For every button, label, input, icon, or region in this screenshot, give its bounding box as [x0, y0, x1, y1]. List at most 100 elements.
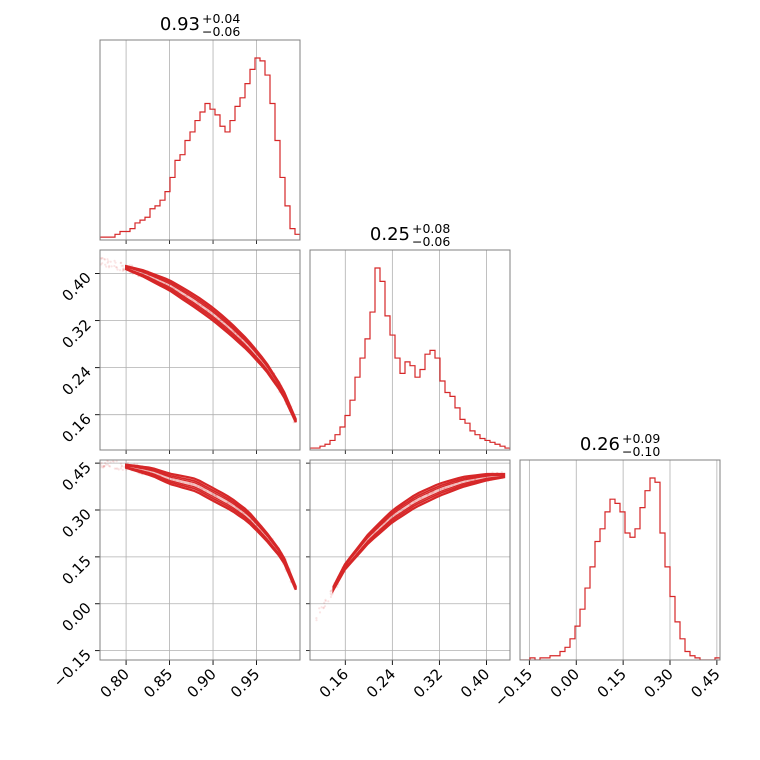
sample-point	[102, 464, 105, 468]
sample-point	[448, 485, 451, 488]
sample-point	[123, 465, 126, 469]
sample-point	[331, 592, 334, 595]
density-fill-2	[333, 474, 505, 590]
x-tick-label-1-3: 0.40	[457, 665, 493, 701]
sample-point	[469, 479, 472, 482]
sample-point	[199, 486, 202, 489]
x-tick-label-2-4: 0.45	[687, 665, 723, 701]
sample-point	[103, 257, 106, 261]
sample-point	[197, 302, 200, 305]
sample-point	[327, 600, 330, 603]
sample-point	[412, 500, 416, 503]
contour-1-1	[125, 464, 297, 590]
y-tick-label-1-2: 0.32	[58, 316, 94, 352]
sample-point	[322, 606, 325, 609]
sample-point	[322, 607, 325, 610]
sample-point	[119, 462, 123, 465]
sample-point	[102, 465, 105, 468]
y-tick-label-2-1: 0.00	[58, 599, 94, 635]
title-median-2: 0.26	[580, 434, 620, 455]
x-tick-label-2-3: 0.30	[640, 665, 676, 701]
sample-point	[116, 467, 119, 470]
sample-point	[235, 506, 238, 510]
sample-point	[133, 462, 136, 465]
sample-point	[443, 486, 446, 490]
sample-point	[107, 266, 111, 269]
sample-point	[329, 595, 333, 599]
sample-point	[122, 268, 125, 271]
sample-point	[113, 467, 116, 470]
sample-point	[323, 605, 327, 608]
sample-point	[323, 601, 326, 604]
sample-point	[118, 269, 122, 272]
contour-0-1	[125, 265, 297, 422]
sample-point	[130, 264, 133, 267]
sample-point	[228, 502, 232, 505]
sample-point	[103, 464, 106, 468]
sample-point	[120, 465, 123, 468]
sample-point	[329, 589, 333, 593]
sample-point	[106, 463, 110, 466]
contour-2-2	[332, 474, 505, 589]
sample-point	[473, 478, 477, 481]
density-fill-0	[126, 266, 296, 423]
x-tick-label-2-2: 0.15	[594, 665, 630, 701]
sample-point	[329, 592, 332, 595]
histogram-1-steps	[310, 267, 510, 450]
x-tick-label-1-0: 0.16	[316, 665, 352, 701]
sample-point	[121, 264, 125, 267]
y-tick-label-2-3: 0.30	[58, 505, 94, 541]
sample-point	[121, 268, 125, 271]
y-tick-label-2-0: −0.15	[50, 646, 95, 691]
title-minus-2: −0.10	[622, 444, 660, 459]
title-plus-1: +0.08	[412, 221, 450, 236]
sample-point	[106, 258, 109, 261]
sample-point	[473, 478, 477, 481]
sample-point	[104, 461, 107, 465]
sample-point	[215, 494, 218, 497]
sample-point	[100, 256, 103, 260]
pair-0-content	[100, 256, 297, 424]
x-tick-label-0-2: 0.90	[184, 665, 220, 701]
sample-point	[330, 593, 333, 597]
sample-point	[231, 329, 234, 332]
sample-point	[117, 468, 120, 471]
sample-point	[108, 465, 111, 468]
sample-point	[106, 460, 110, 463]
x-tick-label-0-0: 0.80	[97, 665, 133, 701]
sample-point	[315, 616, 318, 620]
scatter-panel-0-2: 0.80 0.85 0.90 0.95 −0.15 0.00 0.15 0.30 0.45	[50, 458, 301, 701]
title-param-1: 0.25	[370, 224, 410, 245]
sample-point	[110, 265, 113, 268]
sample-point	[336, 585, 339, 589]
sample-point	[106, 261, 109, 264]
histogram-panel-2: −0.15 0.00 0.15 0.30 0.45	[491, 459, 724, 710]
sample-point	[419, 496, 423, 500]
sample-point	[214, 493, 217, 497]
pair-2-content	[315, 471, 506, 622]
sample-point	[452, 483, 455, 487]
histogram-panel-1	[309, 249, 511, 454]
sample-point	[109, 461, 112, 464]
sample-point	[392, 514, 395, 517]
title-median-0: 0.93	[160, 14, 200, 35]
title-param-0: 0.93	[160, 14, 200, 35]
sample-point	[101, 257, 104, 260]
x-tick-label-1-1: 0.24	[363, 665, 399, 701]
sample-point	[178, 480, 181, 483]
y-tick-label-1-0: 0.16	[58, 410, 94, 446]
sample-point	[115, 266, 119, 269]
sample-point	[111, 460, 114, 463]
sample-point	[204, 489, 208, 492]
sample-point	[119, 261, 123, 264]
sample-point	[292, 421, 295, 424]
sample-point	[188, 482, 191, 485]
sample-point	[315, 619, 318, 622]
contour-1-2	[125, 464, 297, 589]
y-tick-label-2-2: 0.15	[58, 552, 94, 588]
x-tick-label-1-2: 0.32	[410, 665, 446, 701]
sample-point	[119, 261, 122, 265]
contour-0-2	[125, 266, 297, 422]
sample-point	[233, 331, 236, 334]
